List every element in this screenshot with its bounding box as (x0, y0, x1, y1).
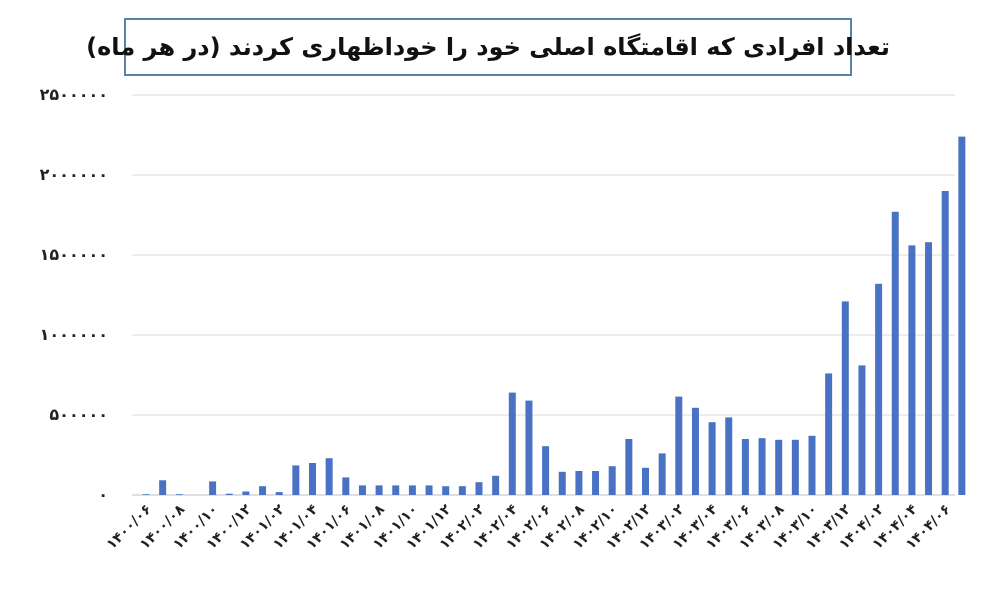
bar (458, 486, 466, 495)
bar (858, 365, 866, 495)
bar (791, 439, 799, 495)
bar (159, 480, 167, 495)
bar (841, 301, 849, 495)
bar (175, 494, 183, 495)
y-tick-label: ۲۵۰۰۰۰۰ (40, 85, 108, 104)
bar (542, 446, 550, 495)
bar (508, 392, 516, 495)
y-tick-label: ۱۵۰۰۰۰۰ (40, 245, 108, 264)
bar (958, 136, 966, 495)
bar (259, 486, 267, 495)
bar (242, 491, 250, 495)
bar (575, 471, 583, 495)
bar (708, 422, 716, 495)
bar (691, 407, 699, 495)
y-tick-label: ۲۰۰۰۰۰۰ (40, 165, 108, 184)
chart-title: تعداد افرادی که اقامتگاه اصلی خود را خود… (86, 33, 890, 61)
bar (741, 439, 749, 495)
bar (442, 486, 450, 495)
bar (142, 494, 150, 495)
bar (525, 400, 533, 495)
y-tick-label: ۰ (98, 485, 108, 504)
bar (875, 283, 883, 495)
y-tick-label: ۵۰۰۰۰۰ (49, 405, 108, 424)
y-tick-label: ۱۰۰۰۰۰۰ (40, 325, 108, 344)
bar (675, 396, 683, 495)
bar (625, 439, 633, 495)
bar (342, 477, 350, 495)
bar (592, 471, 600, 495)
bar (758, 438, 766, 495)
bar (475, 482, 483, 495)
bar (658, 453, 666, 495)
bar (908, 245, 916, 495)
bar (325, 458, 333, 495)
bar (425, 485, 433, 495)
bar (375, 485, 383, 495)
bar (941, 191, 949, 495)
bar (775, 439, 783, 495)
bar (642, 467, 649, 495)
bar (808, 435, 816, 495)
bar (408, 485, 416, 495)
bar (925, 242, 933, 495)
chart-title-box: تعداد افرادی که اقامتگاه اصلی خود را خود… (86, 18, 890, 76)
bar (558, 471, 566, 495)
bar (725, 417, 733, 495)
bar (608, 466, 616, 495)
bar (309, 463, 316, 495)
bar (891, 211, 899, 496)
bar (275, 492, 283, 495)
bar (292, 465, 300, 495)
bar (392, 485, 400, 495)
bar (825, 373, 833, 495)
bar (209, 481, 217, 495)
bar (492, 475, 500, 495)
bar (225, 493, 233, 495)
bar (358, 485, 366, 495)
